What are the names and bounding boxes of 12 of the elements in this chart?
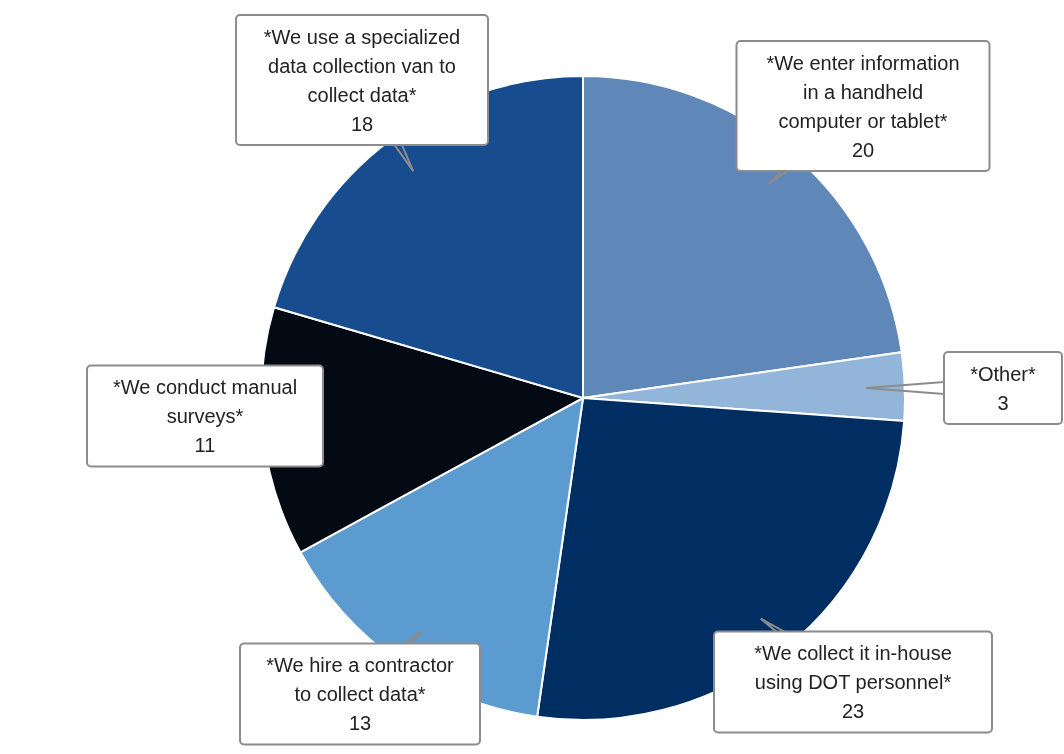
category-label: *We hire a contractor to collect data* — [266, 654, 454, 706]
category-label: *We enter information in a handheld computer or tablet* — [766, 51, 960, 132]
category-label: *We use a specialized data collection van to collect data* — [263, 25, 461, 106]
data-label: 20 — [851, 138, 875, 161]
data-label: 13 — [348, 712, 372, 735]
category-label: *We collect it in-house using DOT personnel* — [754, 642, 952, 694]
category-label: *We conduct manual surveys* — [112, 376, 298, 428]
data-label: 11 — [194, 434, 216, 457]
data-label: 3 — [997, 391, 1009, 414]
data-label: 18 — [350, 112, 374, 135]
data-label: 23 — [841, 700, 865, 723]
slice-label: *Other* — [970, 362, 1037, 385]
